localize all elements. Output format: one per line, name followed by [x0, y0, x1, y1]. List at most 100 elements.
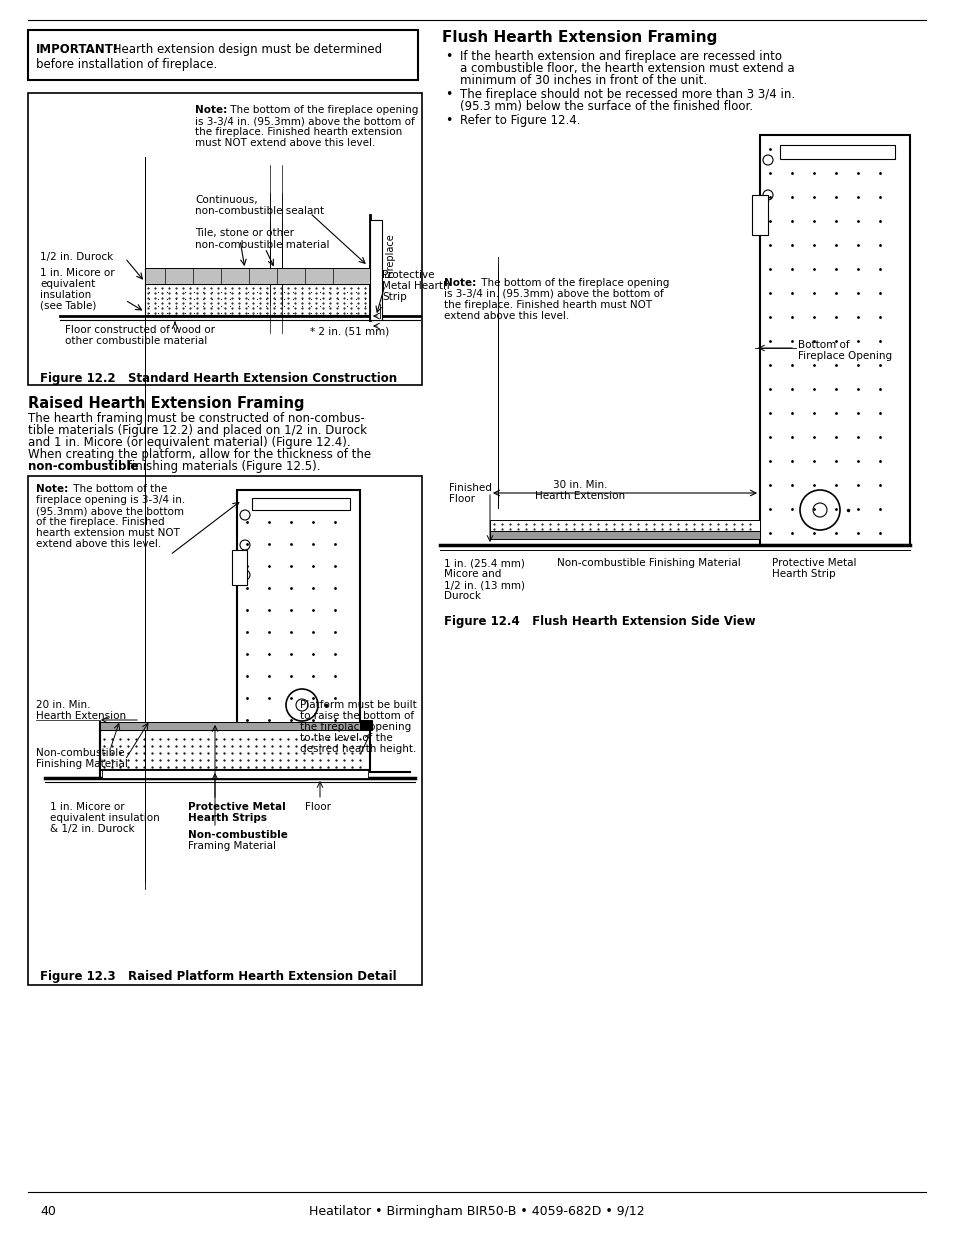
- Text: Metal Hearth: Metal Hearth: [381, 281, 449, 291]
- Text: Note:: Note:: [36, 484, 69, 494]
- Text: Non-combustible: Non-combustible: [36, 748, 125, 758]
- Text: desired hearth height.: desired hearth height.: [299, 743, 416, 755]
- Text: * 2 in. (51 mm): * 2 in. (51 mm): [310, 327, 389, 336]
- Text: Framing Material: Framing Material: [188, 841, 275, 851]
- Text: Non-combustible: Non-combustible: [188, 830, 288, 840]
- Text: 1 in. (25.4 mm): 1 in. (25.4 mm): [443, 558, 524, 568]
- Text: When creating the platform, allow for the thickness of the: When creating the platform, allow for th…: [28, 448, 371, 461]
- Bar: [102, 769, 368, 778]
- Text: must NOT extend above this level.: must NOT extend above this level.: [194, 139, 375, 148]
- Text: is 3-3/4 in. (95.3mm) above the bottom of: is 3-3/4 in. (95.3mm) above the bottom o…: [194, 116, 415, 126]
- Text: Continuous,: Continuous,: [194, 195, 257, 205]
- Text: If the hearth extension and fireplace are recessed into: If the hearth extension and fireplace ar…: [459, 49, 781, 63]
- Bar: [751, 195, 767, 235]
- Text: Figure 12.4   Flush Hearth Extension Side View: Figure 12.4 Flush Hearth Extension Side …: [443, 615, 755, 628]
- Bar: [28, 30, 417, 80]
- Text: Flush Hearth Extension Framing: Flush Hearth Extension Framing: [441, 30, 717, 45]
- Bar: [28, 93, 421, 385]
- Text: Tile, stone or other: Tile, stone or other: [194, 228, 294, 238]
- Text: to the level of the: to the level of the: [299, 734, 393, 743]
- Text: (95.3 mm) below the surface of the finished floor.: (95.3 mm) below the surface of the finis…: [459, 100, 752, 113]
- Text: 1 in. Micore or: 1 in. Micore or: [40, 268, 114, 278]
- Text: Hearth Strips: Hearth Strips: [188, 813, 267, 823]
- Text: 40: 40: [40, 1205, 56, 1218]
- Text: The bottom of the fireplace opening: The bottom of the fireplace opening: [227, 105, 418, 115]
- Text: minimum of 30 inches in front of the unit.: minimum of 30 inches in front of the uni…: [459, 74, 706, 87]
- Text: other combustible material: other combustible material: [65, 336, 207, 346]
- Text: Micore and: Micore and: [443, 569, 501, 579]
- Text: is 3-3/4 in. (95.3mm) above the bottom of: is 3-3/4 in. (95.3mm) above the bottom o…: [443, 289, 663, 299]
- Text: and 1 in. Micore (or equivalent material) (Figure 12.4).: and 1 in. Micore (or equivalent material…: [28, 435, 351, 449]
- Text: non-combustible material: non-combustible material: [194, 240, 329, 250]
- Text: Note:: Note:: [443, 278, 476, 288]
- Bar: [28, 476, 421, 985]
- Text: Bottom of: Bottom of: [797, 340, 849, 350]
- Bar: [252, 499, 350, 510]
- Text: Finished: Finished: [449, 482, 492, 494]
- Text: Protective Metal: Protective Metal: [188, 802, 286, 811]
- Text: Floor constructed of wood or: Floor constructed of wood or: [65, 325, 214, 335]
- Text: Hearth Extension: Hearth Extension: [535, 491, 624, 501]
- Text: •: •: [444, 88, 452, 101]
- Text: the fireplace. Finished hearth must NOT: the fireplace. Finished hearth must NOT: [443, 301, 652, 310]
- Bar: [100, 730, 370, 769]
- Text: non-combustible: non-combustible: [28, 460, 138, 473]
- Bar: [359, 720, 372, 730]
- Text: insulation: insulation: [40, 289, 91, 301]
- Text: Figure 12.2   Standard Hearth Extension Construction: Figure 12.2 Standard Hearth Extension Co…: [40, 372, 396, 385]
- Bar: [780, 145, 894, 160]
- Text: •: •: [444, 49, 452, 63]
- Text: Fireplace: Fireplace: [385, 233, 395, 277]
- Text: Figure 12.3   Raised Platform Hearth Extension Detail: Figure 12.3 Raised Platform Hearth Exten…: [40, 970, 396, 983]
- Text: •: •: [444, 114, 452, 127]
- Text: equivalent insulation: equivalent insulation: [50, 813, 159, 823]
- Bar: [760, 135, 909, 546]
- Text: Floor: Floor: [449, 494, 475, 503]
- Text: Raised Hearth Extension Framing: Raised Hearth Extension Framing: [28, 396, 304, 411]
- Text: fireplace opening is 3-3/4 in.: fireplace opening is 3-3/4 in.: [36, 495, 185, 505]
- Text: Protective Metal: Protective Metal: [771, 558, 856, 568]
- Text: equivalent: equivalent: [40, 280, 95, 289]
- Text: The hearth framing must be constructed of non-combus-: The hearth framing must be constructed o…: [28, 412, 364, 426]
- Text: Note:: Note:: [194, 105, 227, 115]
- Text: Non-combustible Finishing Material: Non-combustible Finishing Material: [557, 558, 740, 568]
- Text: 1/2 in. Durock: 1/2 in. Durock: [40, 252, 113, 262]
- Text: extend above this level.: extend above this level.: [36, 539, 161, 549]
- Bar: [232, 550, 247, 585]
- Text: before installation of fireplace.: before installation of fireplace.: [36, 58, 217, 71]
- Text: Heatilator • Birmingham BIR50-B • 4059-682D • 9/12: Heatilator • Birmingham BIR50-B • 4059-6…: [309, 1205, 644, 1218]
- Text: 30 in. Min.: 30 in. Min.: [552, 480, 607, 490]
- Text: a combustible floor, the hearth extension must extend a: a combustible floor, the hearth extensio…: [459, 62, 794, 75]
- Text: (see Table): (see Table): [40, 301, 96, 310]
- Text: Refer to Figure 12.4.: Refer to Figure 12.4.: [459, 114, 579, 127]
- Text: the fireplace. Finished hearth extension: the fireplace. Finished hearth extension: [194, 127, 402, 137]
- Text: The bottom of the: The bottom of the: [70, 484, 167, 494]
- Bar: [145, 268, 370, 285]
- Text: of the fireplace. Finished: of the fireplace. Finished: [36, 517, 165, 527]
- Text: Fireplace Opening: Fireplace Opening: [797, 351, 891, 361]
- Text: Floor: Floor: [305, 802, 331, 811]
- Bar: [490, 531, 760, 539]
- Text: non-combustible sealant: non-combustible sealant: [194, 207, 324, 216]
- Text: (95.3mm) above the bottom: (95.3mm) above the bottom: [36, 506, 184, 516]
- Text: tible materials (Figure 12.2) and placed on 1/2 in. Durock: tible materials (Figure 12.2) and placed…: [28, 424, 367, 437]
- Text: Hearth Strip: Hearth Strip: [771, 569, 835, 579]
- Text: to raise the bottom of: to raise the bottom of: [299, 711, 414, 721]
- Text: Strip: Strip: [381, 292, 406, 302]
- Bar: [100, 722, 370, 730]
- Text: Durock: Durock: [443, 591, 480, 601]
- Text: Hearth extension design must be determined: Hearth extension design must be determin…: [109, 43, 382, 56]
- Text: the fireplace opening: the fireplace opening: [299, 722, 411, 732]
- Bar: [490, 520, 760, 531]
- Text: Platform must be built: Platform must be built: [299, 700, 416, 710]
- Bar: [370, 220, 381, 320]
- Text: extend above this level.: extend above this level.: [443, 310, 569, 320]
- Text: hearth extension must NOT: hearth extension must NOT: [36, 528, 180, 538]
- Text: 1 in. Micore or: 1 in. Micore or: [50, 802, 125, 811]
- Text: Finishing Material: Finishing Material: [36, 760, 128, 769]
- Text: 1/2 in. (13 mm): 1/2 in. (13 mm): [443, 580, 524, 590]
- Text: Hearth Extension: Hearth Extension: [36, 711, 126, 721]
- Bar: [236, 490, 359, 730]
- Text: & 1/2 in. Durock: & 1/2 in. Durock: [50, 824, 134, 834]
- Text: 20 in. Min.: 20 in. Min.: [36, 700, 91, 710]
